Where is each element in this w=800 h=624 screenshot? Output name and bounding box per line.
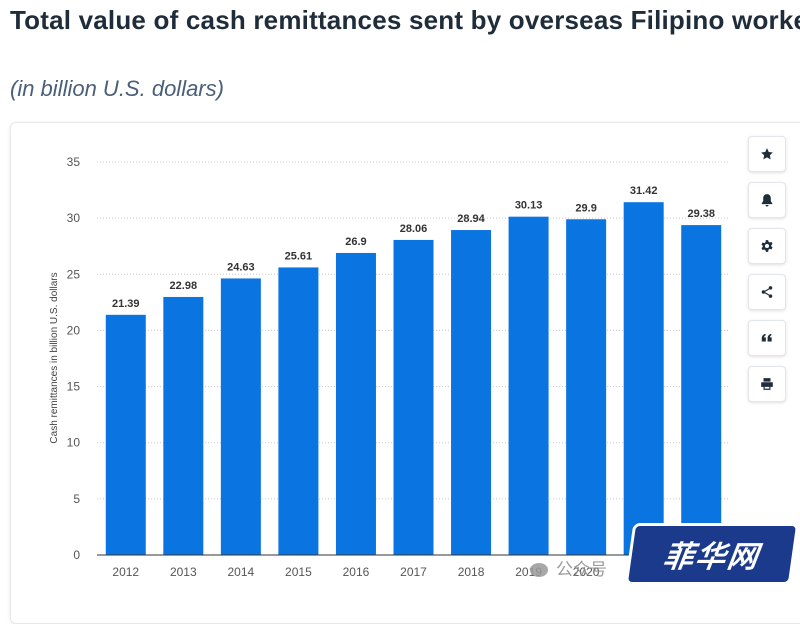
value-label: 25.61 bbox=[285, 250, 313, 262]
y-tick-label: 15 bbox=[67, 380, 81, 394]
bar-2021[interactable] bbox=[623, 202, 664, 555]
bar-2017[interactable] bbox=[393, 239, 434, 556]
notification-button[interactable] bbox=[748, 182, 786, 218]
value-label: 28.06 bbox=[400, 223, 428, 235]
x-tick-label: 2014 bbox=[228, 565, 255, 579]
y-tick-label: 5 bbox=[73, 492, 80, 506]
cite-button[interactable] bbox=[748, 320, 786, 356]
value-label: 28.94 bbox=[457, 213, 485, 225]
y-tick-label: 0 bbox=[73, 548, 80, 562]
bar-2022[interactable] bbox=[681, 225, 722, 556]
watermark: 公众号 bbox=[530, 555, 607, 580]
bar-chart: 21.39 22.98 24.63 25.61 26.9 28.06 28.94 30.13 2… bbox=[49, 155, 730, 579]
site-logo: 菲华网 bbox=[628, 526, 796, 582]
settings-button[interactable] bbox=[748, 228, 786, 264]
y-tick-label: 30 bbox=[67, 211, 81, 225]
value-label: 29.9 bbox=[575, 202, 596, 214]
y-tick-label: 10 bbox=[67, 436, 81, 450]
watermark-text: 公众号 bbox=[556, 560, 607, 579]
gear-icon bbox=[761, 240, 773, 252]
y-tick-label: 20 bbox=[67, 323, 81, 337]
bar-2019[interactable] bbox=[508, 216, 549, 555]
chart-toolbar bbox=[748, 136, 786, 412]
print-icon bbox=[761, 378, 773, 390]
bar-2016[interactable] bbox=[335, 252, 376, 556]
bar-2015[interactable] bbox=[278, 267, 319, 555]
bar-2020[interactable] bbox=[566, 219, 607, 555]
x-tick-label: 2013 bbox=[170, 565, 197, 579]
share-button[interactable] bbox=[748, 274, 786, 310]
value-label: 29.38 bbox=[687, 208, 715, 220]
print-button[interactable] bbox=[748, 366, 786, 402]
share-icon bbox=[761, 286, 773, 298]
x-tick-label: 2020 bbox=[573, 565, 600, 579]
value-label: 21.39 bbox=[112, 298, 140, 310]
x-tick-label: 2017 bbox=[400, 565, 427, 579]
value-label: 31.42 bbox=[630, 185, 658, 197]
bar-2012[interactable] bbox=[105, 314, 146, 555]
x-tick-label: 2016 bbox=[343, 565, 370, 579]
x-axis-ticks: 2012201320142015201620172018201920202021… bbox=[112, 565, 714, 579]
bar-2018[interactable] bbox=[451, 230, 492, 555]
chart-subtitle: (in billion U.S. dollars) bbox=[10, 76, 224, 101]
wechat-icon bbox=[530, 563, 548, 577]
bar-2013[interactable] bbox=[163, 296, 204, 555]
bar-2014[interactable] bbox=[220, 278, 261, 555]
x-tick-label: 2018 bbox=[458, 565, 485, 579]
y-tick-label: 35 bbox=[67, 155, 81, 169]
bars bbox=[105, 202, 722, 556]
y-tick-label: 25 bbox=[67, 267, 81, 281]
y-axis-label: Cash remittances in billion U.S. dollars bbox=[49, 272, 60, 443]
quote-icon bbox=[761, 333, 772, 342]
bell-icon bbox=[761, 194, 773, 207]
value-labels: 21.39 22.98 24.63 25.61 26.9 28.06 28.94 30.13 2… bbox=[112, 185, 715, 310]
favorite-button[interactable] bbox=[748, 136, 786, 172]
value-label: 22.98 bbox=[170, 280, 198, 292]
value-label: 24.63 bbox=[227, 261, 255, 273]
x-tick-label: 2015 bbox=[285, 565, 312, 579]
x-tick-label: 2012 bbox=[112, 565, 139, 579]
y-axis-ticks: 0 5 10 15 20 25 30 35 bbox=[67, 155, 81, 562]
logo-text: 菲华网 bbox=[661, 540, 762, 575]
chart-title: Total value of cash remittances sent by … bbox=[10, 5, 800, 35]
star-icon bbox=[761, 148, 773, 160]
value-label: 30.13 bbox=[515, 200, 543, 212]
value-label: 26.9 bbox=[345, 236, 366, 248]
